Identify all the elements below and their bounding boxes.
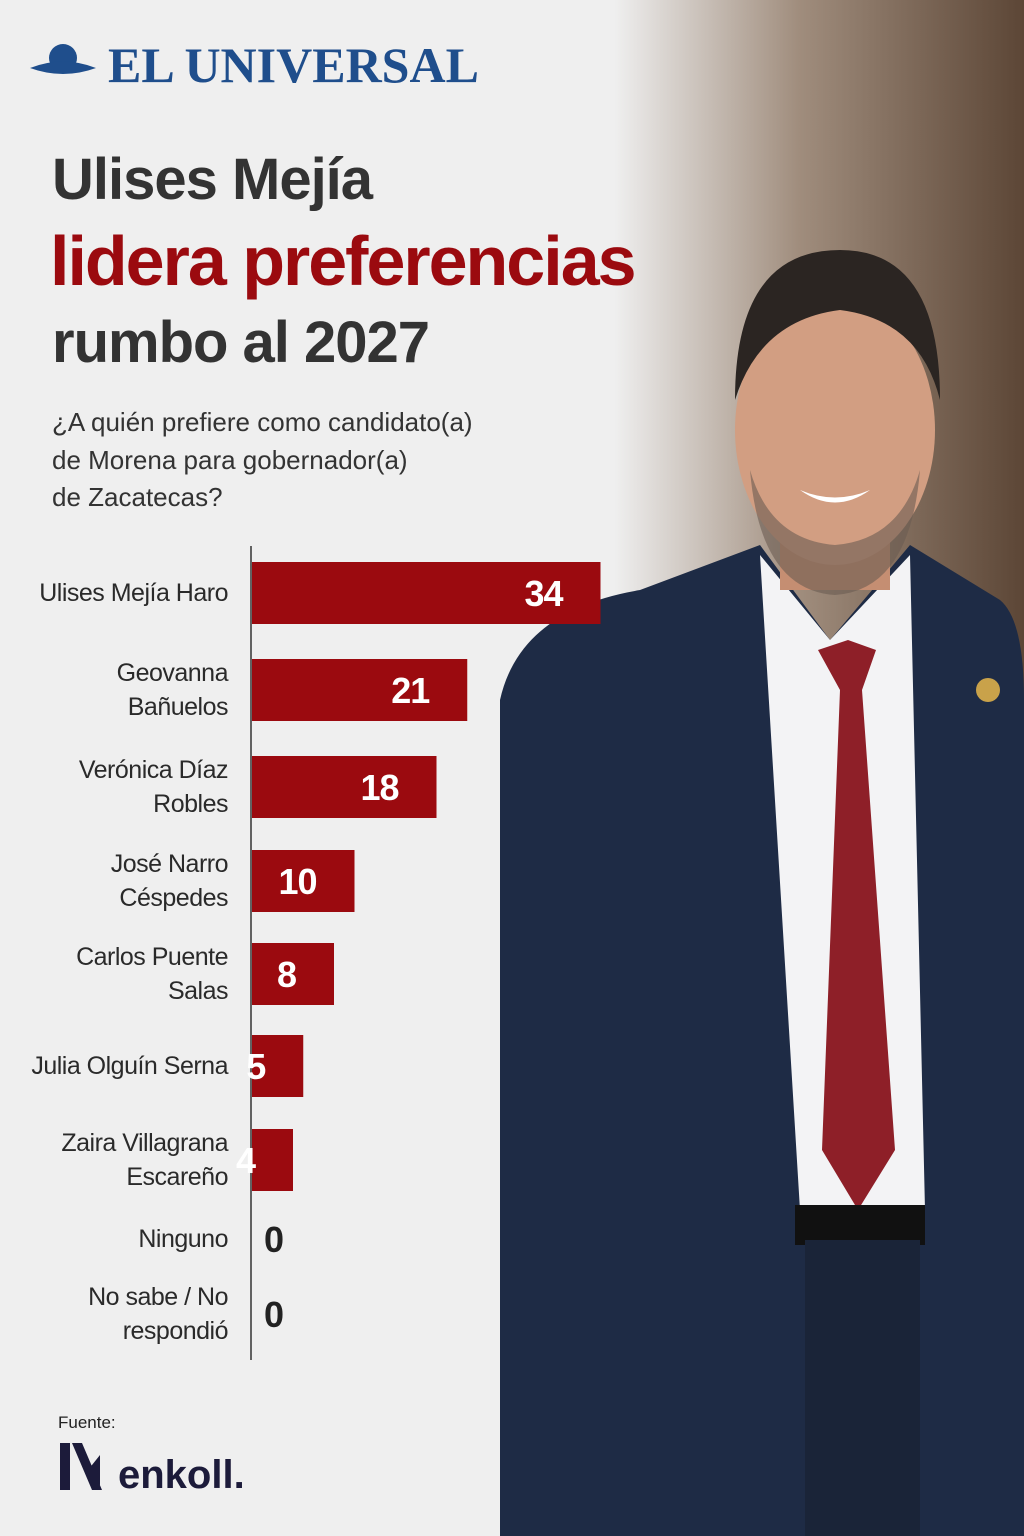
category-label: Verónica Díaz Robles <box>78 756 229 818</box>
brand: EL UNIVERSAL <box>108 37 479 93</box>
category-label: Ulises Mejía Haro <box>39 579 228 607</box>
value-label: 8 <box>277 954 296 995</box>
value-label: 0 <box>264 1294 283 1335</box>
value-label: 0 <box>264 1219 283 1260</box>
category-label: Geovanna Bañuelos <box>116 659 229 721</box>
question: ¿A quién prefiere como candidato(a) <box>52 407 473 437</box>
logo <box>30 44 96 74</box>
headline: lidera preferencias <box>50 222 635 300</box>
category-label: Julia Olguín Serna <box>31 1052 228 1080</box>
person-photo <box>500 250 1024 1536</box>
headline: rumbo al 2027 <box>52 310 429 375</box>
category-label: No sabe / No respondió <box>88 1283 228 1345</box>
value-label: 5 <box>246 1046 266 1087</box>
value-label: 10 <box>278 861 316 902</box>
value-label: 34 <box>524 573 563 614</box>
category-label: José Narro Céspedes <box>110 850 229 912</box>
bar <box>252 1129 293 1191</box>
source-label: Fuente: <box>58 1413 116 1432</box>
value-label: 4 <box>236 1140 256 1181</box>
source-name: enkoll. <box>118 1453 245 1497</box>
value-label: 18 <box>360 767 398 808</box>
value-label: 21 <box>391 670 430 711</box>
category-label: Ninguno <box>138 1225 228 1253</box>
bar <box>252 756 437 818</box>
headline: Ulises Mejía <box>52 147 374 212</box>
question: de Zacatecas? <box>52 482 223 512</box>
source-icon <box>60 1443 102 1490</box>
bar <box>252 659 468 721</box>
bar <box>252 562 601 624</box>
bar <box>252 1035 304 1097</box>
category-label: Carlos Puente Salas <box>76 943 228 1005</box>
bar <box>252 850 355 912</box>
category-label: Zaira Villagrana Escareño <box>61 1129 228 1191</box>
bar <box>252 943 334 1005</box>
question: de Morena para gobernador(a) <box>52 445 408 475</box>
